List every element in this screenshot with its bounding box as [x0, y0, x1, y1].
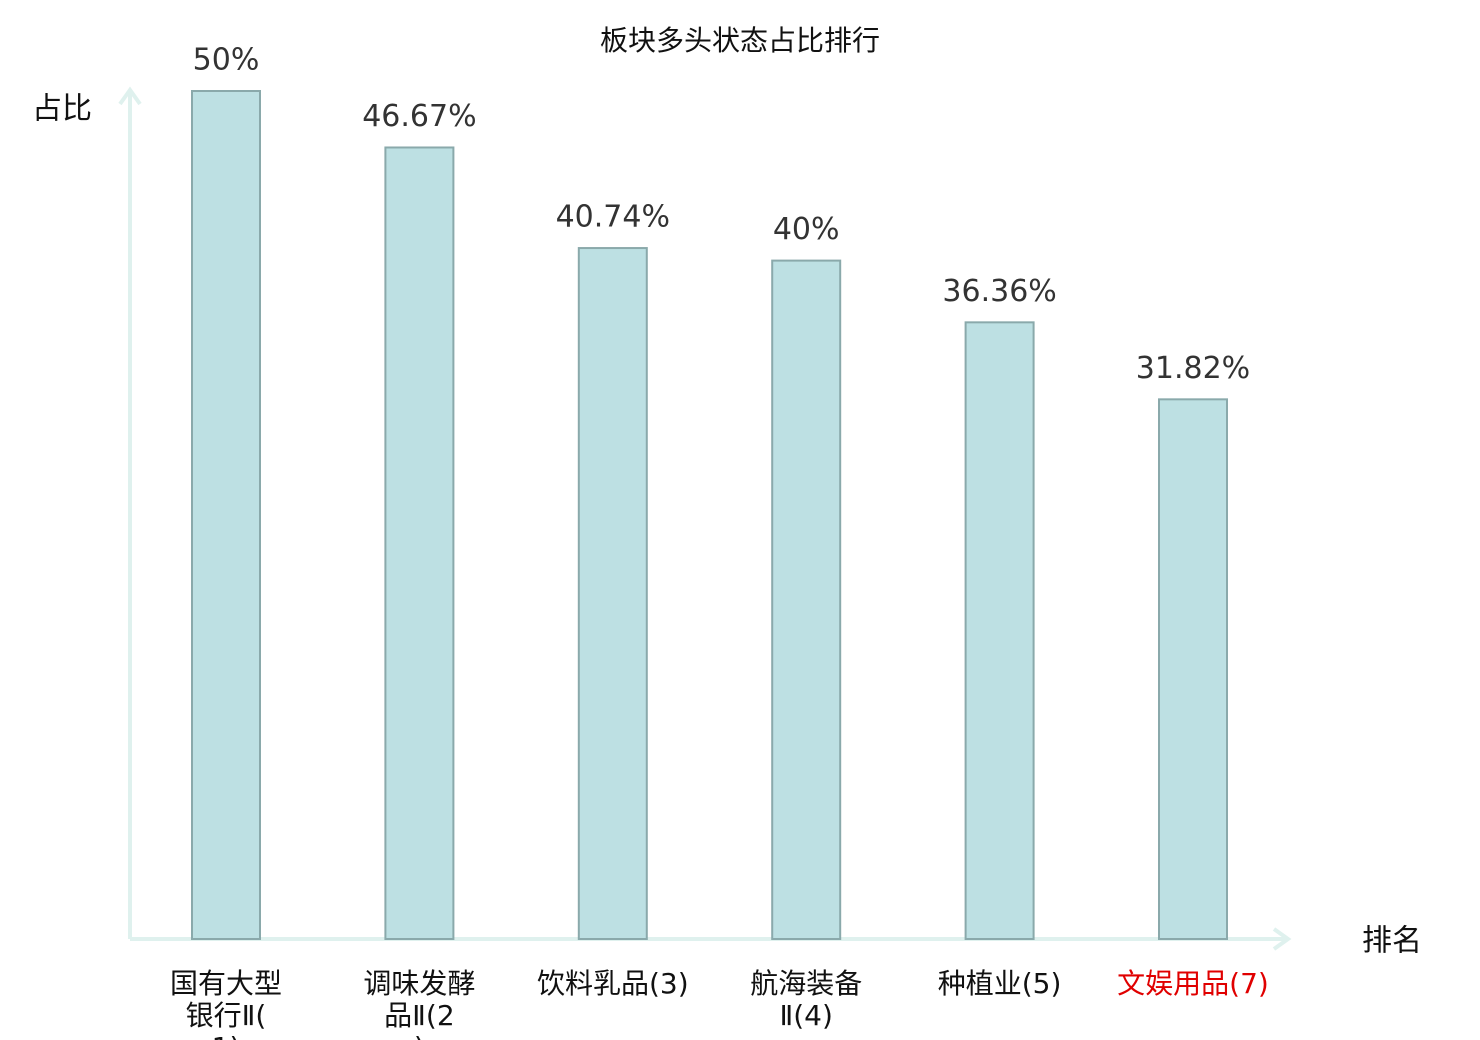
bar: [384, 146, 455, 940]
value-label: 40%: [773, 212, 840, 247]
x-axis-label: 排名: [1362, 924, 1422, 959]
x-tick-label: 种植业(5): [938, 967, 1062, 1000]
bar: [577, 247, 648, 940]
value-label: 40.74%: [556, 200, 670, 235]
x-tick-label: 饮料乳品(3): [537, 967, 689, 1000]
value-label: 50%: [193, 43, 260, 78]
value-label: 46.67%: [362, 99, 476, 134]
value-label: 36.36%: [942, 274, 1056, 309]
x-tick-label: 航海装备 Ⅱ(4): [750, 967, 862, 1032]
chart-title: 板块多头状态占比排行: [600, 24, 880, 57]
x-axis-arrow: [1272, 927, 1292, 951]
bar: [771, 259, 842, 941]
y-axis-arrow: [118, 86, 142, 106]
bar: [964, 321, 1035, 940]
bar: [1158, 398, 1228, 940]
x-tick-label: 调味发酵品Ⅱ(2): [363, 967, 475, 1040]
x-tick-label: 文娱用品(7): [1117, 967, 1269, 1000]
y-axis-label: 占比: [32, 92, 92, 127]
value-label: 31.82%: [1136, 351, 1250, 386]
x-tick-label: 国有大型银行Ⅱ(1): [170, 967, 282, 1040]
bar: [191, 90, 261, 940]
axes: [118, 86, 1292, 951]
